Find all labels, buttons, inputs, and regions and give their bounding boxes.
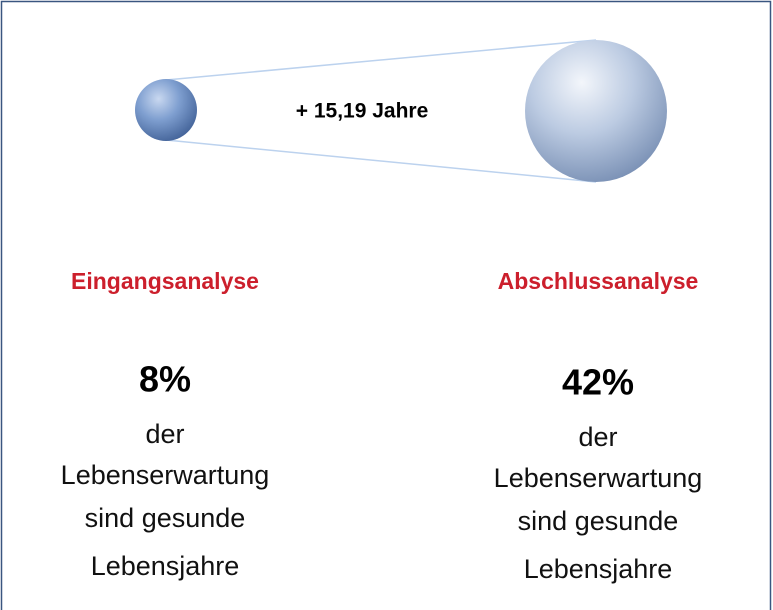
- infographic: + 15,19 Jahre Eingangsanalyse 8% der Lebens…: [0, 0, 773, 610]
- description-line: der: [145, 419, 184, 449]
- description-line: sind gesunde: [518, 506, 679, 536]
- description-line: Lebenserwartung: [61, 460, 270, 490]
- description-line: Lebensjahre: [524, 554, 673, 584]
- percentage: 8%: [139, 359, 191, 400]
- description-line: Lebenserwartung: [494, 463, 703, 493]
- column-heading: Eingangsanalyse: [71, 268, 259, 294]
- description-line: sind gesunde: [85, 503, 246, 533]
- difference-label: + 15,19 Jahre: [296, 100, 429, 123]
- percentage: 42%: [562, 362, 634, 403]
- column-heading: Abschlussanalyse: [498, 268, 699, 294]
- connector-bottom: [166, 140, 596, 182]
- description-line: Lebensjahre: [91, 551, 240, 581]
- large-sphere: [525, 40, 667, 182]
- columns: Eingangsanalyse 8% der Lebenserwartung sind …: [61, 268, 703, 584]
- page: + 15,19 Jahre Eingangsanalyse 8% der Lebens…: [0, 0, 773, 610]
- connector-top: [166, 40, 596, 80]
- description-line: der: [578, 422, 617, 452]
- small-sphere: [135, 79, 197, 141]
